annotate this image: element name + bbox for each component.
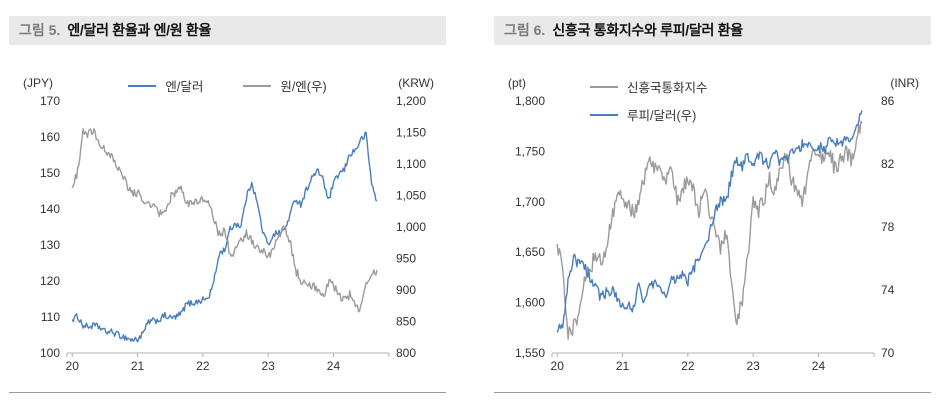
legend-label: 원/엔(우) bbox=[280, 80, 327, 94]
left-axis-tick-label: 1,750 bbox=[515, 144, 545, 158]
x-tick-label: 23 bbox=[746, 359, 760, 373]
x-tick-label: 21 bbox=[616, 359, 630, 373]
line-swatch-icon bbox=[590, 85, 618, 88]
left-axis-tick-label: 160 bbox=[40, 130, 60, 144]
left-axis-tick-label: 100 bbox=[40, 346, 60, 360]
figure6-chart-area: (pt) (INR) 신흥국통화지수 루피/달러(우) 20 21 22 23 24 1,… bbox=[494, 45, 931, 392]
figure5-panel: 그림 5. 엔/달러 환율과 엔/원 환율 (JPY) (KRW) 엔/달러 원/… bbox=[9, 16, 446, 393]
figure5-left-axis-unit: (JPY) bbox=[23, 76, 53, 90]
left-axis-tick-label: 150 bbox=[40, 166, 60, 180]
left-axis-tick-label: 1,700 bbox=[515, 195, 545, 209]
right-axis-tick-label: 1,150 bbox=[396, 126, 426, 140]
right-axis-tick-label: 850 bbox=[396, 315, 416, 329]
figure6-title: 신흥국 통화지수와 루피/달러 환율 bbox=[552, 22, 743, 38]
legend-label: 루피/달러(우) bbox=[627, 109, 697, 123]
left-axis-tick-label: 120 bbox=[40, 274, 60, 288]
figure6-header: 그림 6. 신흥국 통화지수와 루피/달러 환율 bbox=[494, 16, 931, 45]
right-axis-tick-label: 1,200 bbox=[396, 94, 426, 108]
figure6-number: 그림 6. bbox=[504, 22, 546, 38]
right-axis-tick-label: 70 bbox=[881, 346, 895, 360]
right-axis-tick-label: 950 bbox=[396, 252, 416, 266]
figure6-legend: 신흥국통화지수 루피/달러(우) bbox=[590, 77, 708, 124]
legend-item: 루피/달러(우) bbox=[590, 105, 696, 124]
figure5-header: 그림 5. 엔/달러 환율과 엔/원 환율 bbox=[9, 16, 446, 45]
figure6-left-axis-unit: (pt) bbox=[508, 76, 526, 90]
figure5-number: 그림 5. bbox=[19, 22, 61, 38]
right-axis-tick-label: 1,100 bbox=[396, 157, 426, 171]
series-line-0 bbox=[71, 131, 378, 343]
left-axis-tick-label: 1,600 bbox=[515, 296, 545, 310]
legend-item: 원/엔(우) bbox=[243, 76, 327, 95]
left-axis-tick-label: 110 bbox=[41, 310, 60, 324]
series-line-1 bbox=[71, 127, 378, 313]
left-axis-tick-label: 130 bbox=[40, 238, 60, 252]
x-tick-label: 23 bbox=[261, 359, 275, 373]
right-axis-tick-label: 74 bbox=[881, 283, 895, 297]
legend-label: 엔/달러 bbox=[165, 80, 204, 94]
right-axis-tick-label: 78 bbox=[881, 220, 895, 234]
series-line-0 bbox=[556, 120, 863, 340]
figure5-title: 엔/달러 환율과 엔/원 환율 bbox=[67, 22, 212, 38]
x-tick-label: 22 bbox=[681, 359, 695, 373]
series-line-1 bbox=[556, 110, 863, 333]
figure5-chart-area: (JPY) (KRW) 엔/달러 원/엔(우) 20 21 22 23 24 100 110… bbox=[9, 45, 446, 392]
figure5-right-axis-unit: (KRW) bbox=[398, 76, 434, 90]
legend-item: 신흥국통화지수 bbox=[590, 77, 708, 96]
x-tick-label: 21 bbox=[131, 359, 145, 373]
line-swatch-icon bbox=[243, 84, 272, 87]
legend-label: 신흥국통화지수 bbox=[627, 81, 708, 95]
x-tick-label: 24 bbox=[812, 359, 826, 373]
left-axis-tick-label: 1,800 bbox=[515, 94, 545, 108]
line-swatch-icon bbox=[128, 84, 157, 87]
line-swatch-icon bbox=[590, 113, 618, 116]
right-axis-tick-label: 900 bbox=[396, 283, 416, 297]
x-tick-label: 22 bbox=[196, 359, 210, 373]
right-axis-tick-label: 86 bbox=[881, 94, 895, 108]
figure5-legend: 엔/달러 원/엔(우) bbox=[9, 76, 446, 95]
x-tick-label: 24 bbox=[327, 359, 341, 373]
legend-item: 엔/달러 bbox=[128, 76, 203, 95]
figure6-right-axis-unit: (INR) bbox=[890, 76, 919, 90]
left-axis-tick-label: 170 bbox=[40, 94, 60, 108]
figure6-chart-svg: 20 21 22 23 24 1,550 1,600 1,650 1,700 1,750 1,800… bbox=[515, 94, 895, 373]
x-tick-label: 20 bbox=[66, 359, 80, 373]
figure5-chart-svg: 20 21 22 23 24 100 110 120 130 140 150 160 170 800 850… bbox=[40, 94, 426, 373]
right-axis-tick-label: 1,000 bbox=[396, 220, 426, 234]
right-axis-tick-label: 82 bbox=[881, 157, 895, 171]
right-axis-tick-label: 800 bbox=[396, 346, 416, 360]
left-axis-tick-label: 140 bbox=[40, 202, 60, 216]
figure6-panel: 그림 6. 신흥국 통화지수와 루피/달러 환율 (pt) (INR) 신흥국통화… bbox=[494, 16, 931, 393]
left-axis-tick-label: 1,550 bbox=[515, 346, 545, 360]
x-tick-label: 20 bbox=[551, 359, 565, 373]
left-axis-tick-label: 1,650 bbox=[515, 245, 545, 259]
right-axis-tick-label: 1,050 bbox=[396, 189, 426, 203]
